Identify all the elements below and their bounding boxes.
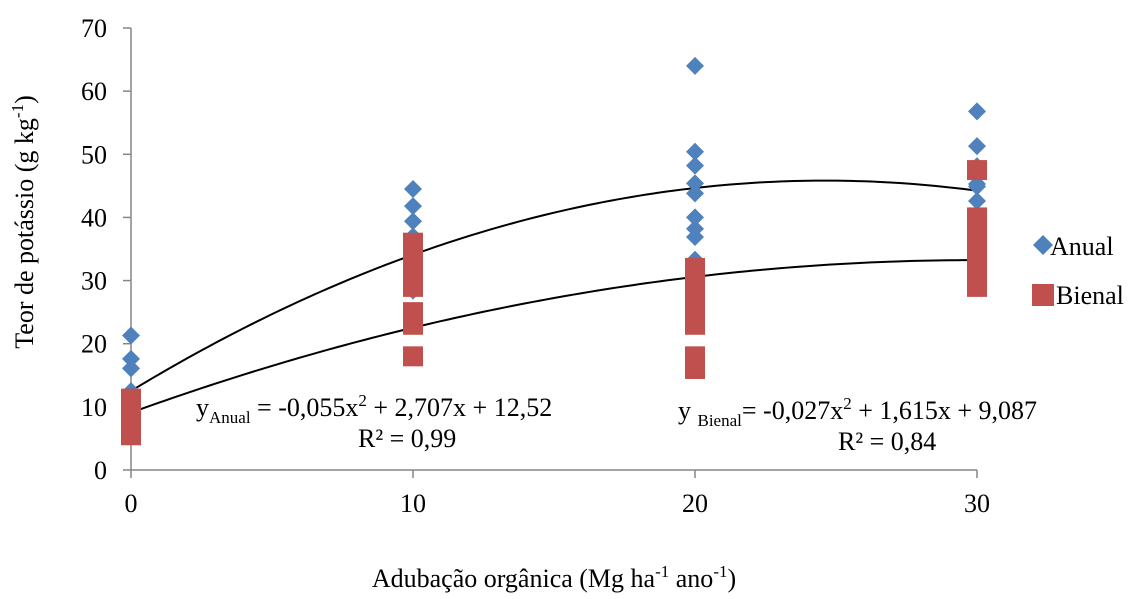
x-ticks: 0 10 20 30 [125, 470, 990, 518]
point-anual [686, 142, 704, 161]
point-bienal [967, 160, 987, 181]
point-anual [686, 208, 704, 227]
point-anual [686, 56, 704, 75]
y-tick-label: 40 [81, 203, 107, 232]
r2-bienal: R² = 0,84 [838, 427, 936, 456]
data-points [121, 56, 987, 446]
point-bienal [403, 276, 423, 297]
point-bienal [685, 267, 705, 288]
y-tick-label: 60 [81, 77, 107, 106]
trendline-bienal [130, 259, 977, 414]
legend: Anual Bienal [1032, 232, 1124, 310]
y-tick-label: 10 [81, 393, 107, 422]
equation-anual: yAnual = -0,055x2 + 2,707x + 12,52 [196, 391, 552, 427]
legend-bienal-label: Bienal [1056, 281, 1124, 310]
r2-anual: R² = 0,99 [358, 424, 456, 453]
point-anual [968, 137, 986, 156]
y-axis-title: Teor de potássio (g kg-1) [8, 95, 39, 349]
x-tick-label: 20 [682, 489, 708, 518]
point-anual [686, 156, 704, 175]
x-tick-label: 10 [400, 489, 426, 518]
point-anual [122, 359, 140, 378]
point-bienal [403, 314, 423, 335]
point-anual [686, 174, 704, 193]
point-bienal [403, 346, 423, 367]
y-tick-label: 50 [81, 140, 107, 169]
point-anual [404, 180, 422, 199]
x-tick-label: 0 [125, 489, 138, 518]
point-anual [968, 102, 986, 121]
point-anual [122, 326, 140, 345]
point-bienal [685, 314, 705, 335]
point-anual [404, 212, 422, 231]
y-tick-label: 0 [94, 456, 107, 485]
point-bienal [121, 425, 141, 446]
trendline-anual [130, 179, 978, 392]
point-anual [404, 197, 422, 216]
y-ticks: 0 10 20 30 40 50 60 70 [81, 14, 131, 485]
point-anual [968, 192, 986, 211]
y-tick-label: 30 [81, 267, 107, 296]
point-anual [122, 349, 140, 368]
point-anual [968, 177, 986, 196]
equation-bienal: y Bienal= -0,027x2 + 1,615x + 9,087 [678, 394, 1037, 430]
trendlines [130, 179, 978, 414]
legend-anual-label: Anual [1050, 232, 1114, 261]
point-anual [686, 184, 704, 203]
x-axis-title: Adubação orgânica (Mg ha-1 ano-1) [372, 562, 736, 593]
x-tick-label: 30 [964, 489, 990, 518]
y-tick-label: 70 [81, 14, 107, 43]
point-anual [686, 228, 704, 247]
y-tick-label: 20 [81, 330, 107, 359]
legend-anual-marker [1033, 235, 1053, 255]
legend-bienal-marker [1032, 284, 1054, 306]
point-bienal [685, 358, 705, 379]
point-bienal [967, 276, 987, 297]
